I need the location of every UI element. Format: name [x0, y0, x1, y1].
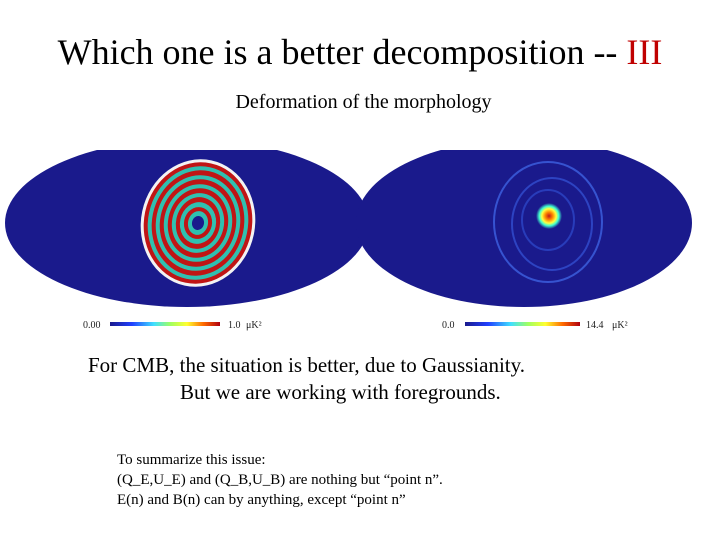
faint-rings-icon	[493, 161, 603, 283]
left-colorbar-min: 0.00	[83, 320, 101, 331]
right-colorbar	[465, 322, 580, 326]
right-colorbar-unit: μK²	[612, 320, 628, 331]
left-map: 0.00 1.0 μK²	[5, 150, 369, 331]
left-colorbar-max: 1.0	[228, 320, 241, 331]
right-map: 0.0 14.4 μK²	[356, 150, 692, 331]
title-main: Which one is a better decomposition --	[57, 32, 618, 72]
left-colorbar-unit: μK²	[246, 320, 262, 331]
sky-maps: 0.00 1.0 μK² 0.0 14.4 μK²	[5, 150, 692, 331]
slide-subtitle: Deformation of the morphology	[235, 91, 492, 113]
right-colorbar-max: 14.4	[586, 320, 604, 331]
right-colorbar-min: 0.0	[442, 320, 455, 331]
central-point-icon	[536, 203, 562, 229]
summary-block: To summarize this issue: (Q_E,U_E) and (…	[117, 450, 443, 510]
summary-line-1: To summarize this issue:	[117, 452, 266, 468]
body-line-1: For CMB, the situation is better, due to…	[88, 353, 526, 377]
summary-line-2: (Q_E,U_E) and (Q_B,U_B) are nothing but …	[117, 472, 443, 488]
summary-line-3: E(n) and B(n) can by anything, except “p…	[117, 492, 406, 508]
body-text: For CMB, the situation is better, due to…	[0, 352, 720, 406]
left-colorbar	[110, 322, 220, 326]
slide-title: Which one is a better decomposition -- I…	[0, 30, 720, 74]
title-accent: III	[626, 32, 663, 72]
body-line-2: But we are working with foregrounds.	[180, 380, 501, 404]
concentric-rings-icon	[140, 159, 256, 287]
